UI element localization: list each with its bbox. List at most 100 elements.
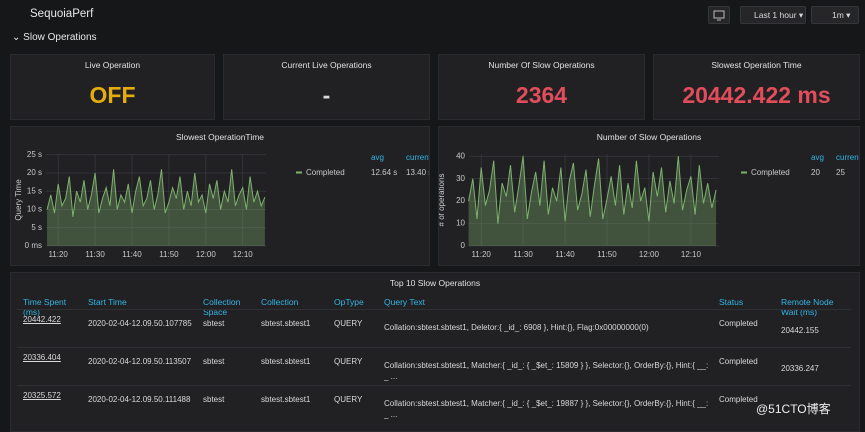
table-cell: Completed — [719, 395, 758, 404]
chart-title: Number of Slow Operations — [596, 132, 702, 142]
y-tick-label: 25 s — [27, 150, 42, 159]
x-tick-label: 11:50 — [159, 250, 179, 259]
stat-value: OFF — [89, 82, 136, 108]
legend-value: 12.64 s — [371, 168, 397, 177]
stat-panel: Current Live Operations - — [223, 54, 430, 120]
stat-title: Number Of Slow Operations — [488, 60, 595, 70]
time-spent-link[interactable]: 20442.422 — [23, 315, 61, 324]
column-header: Status — [719, 297, 744, 307]
chart-panel: Slowest OperationTime 0 ms 5 s 10 s 15 s 20 s… — [10, 126, 430, 266]
column-header: Start Time — [88, 297, 127, 307]
table-cell: QUERY — [334, 395, 363, 404]
time-spent-link[interactable]: 20325.572 — [23, 391, 61, 400]
y-tick-label: 40 — [456, 151, 465, 160]
stat-panel: Slowest Operation Time 20442.422 ms — [653, 54, 860, 120]
table-cell: sbtest.sbtest1 — [261, 319, 311, 328]
legend-label: Completed — [751, 168, 790, 177]
chart-panel: Number of Slow Operations 0 10 20 30 40 11:20 1… — [438, 126, 860, 266]
x-tick-label: 12:00 — [196, 250, 217, 259]
chart: 0 10 20 30 40 11:20 11:30 11:40 11:50 12:00 12:10 #… — [439, 151, 859, 259]
legend-header: avg — [371, 153, 384, 162]
dashboard-title[interactable]: SequoiaPerf — [30, 8, 94, 20]
stat-panel: Live Operation OFF — [10, 54, 215, 120]
x-tick-label: 12:10 — [233, 250, 254, 259]
legend-swatch — [296, 171, 302, 174]
x-tick-label: 11:50 — [597, 250, 617, 259]
area — [47, 169, 265, 246]
table-cell: sbtest — [203, 395, 225, 404]
y-tick-label: 0 — [461, 241, 466, 250]
legend-header: current — [406, 153, 429, 162]
x-tick-label: 11:20 — [48, 250, 68, 259]
y-tick-label: 20 — [456, 196, 465, 205]
watermark: @51CTO博客 — [756, 402, 831, 416]
table-title: Top 10 Slow Operations — [389, 278, 481, 288]
chart: 0 ms 5 s 10 s 15 s 20 s 25 s 11:20 11:30 11:40 11… — [14, 150, 429, 259]
legend-swatch — [741, 171, 747, 174]
legend-header: avg — [811, 153, 824, 162]
table-row — [17, 309, 851, 347]
stat-value: 2364 — [515, 82, 568, 108]
y-tick-label: 20 s — [27, 168, 42, 177]
column-header: Query Text — [384, 297, 425, 307]
column-header: OpType — [334, 297, 364, 307]
table-panel: Top 10 Slow Operations Time Spent (ms) St… — [10, 272, 860, 432]
table-cell: sbtest — [203, 319, 225, 328]
y-tick-label: 0 ms — [25, 241, 42, 250]
x-tick-label: 11:30 — [513, 250, 533, 259]
stat-title: Slowest Operation Time — [711, 60, 802, 70]
y-tick-label: 30 — [456, 174, 465, 183]
refresh-button[interactable]: 1m ▾ — [811, 6, 859, 24]
column-header: Collection — [261, 297, 299, 307]
table-row — [17, 385, 851, 423]
table-cell: 2020-02-04-12.09.50.107785 — [88, 319, 192, 328]
x-tick-label: 11:30 — [85, 250, 105, 259]
table-row — [17, 347, 851, 385]
stat-panel: Number Of Slow Operations 2364 — [438, 54, 645, 120]
column-header: Remote Node Wait (ms) — [781, 297, 834, 317]
legend-label: Completed — [306, 168, 345, 177]
legend-value: 20 — [811, 168, 820, 177]
stat-value: - — [322, 82, 331, 108]
column-header: Collection Space — [203, 297, 241, 317]
x-tick-label: 11:20 — [471, 250, 491, 259]
x-tick-label: 12:00 — [639, 250, 660, 259]
table-cell: Completed — [719, 357, 758, 366]
table-cell: QUERY — [334, 357, 363, 366]
y-tick-label: 15 s — [27, 186, 42, 195]
y-axis-label: Query Time — [14, 179, 23, 221]
y-tick-label: 5 s — [31, 223, 42, 232]
table-cell: 2020-02-04-12.09.50.113507 — [88, 357, 192, 366]
time-range: Last 1 hour — [754, 10, 797, 20]
x-tick-label: 11:40 — [122, 250, 142, 259]
x-tick-label: 12:10 — [681, 250, 702, 259]
table-cell: sbtest — [203, 357, 225, 366]
time-range-button[interactable]: Last 1 hour ▾ — [740, 6, 806, 24]
table-cell: 20442.155 — [781, 326, 819, 335]
stat-value: 20442.422 ms — [682, 82, 831, 108]
refresh-interval: 1m — [832, 10, 844, 20]
table-cell: sbtest.sbtest1 — [261, 395, 311, 404]
row-title: Slow Operations — [23, 32, 97, 43]
line — [468, 156, 717, 224]
stat-title: Live Operation — [84, 60, 141, 70]
legend-header: current — [836, 153, 859, 162]
table-cell: Completed — [719, 319, 758, 328]
table-cell: 20336.247 — [781, 364, 819, 373]
monitor-icon — [713, 10, 725, 21]
table-cell: Collation:sbtest.sbtest1, Deletor:{ _id_… — [384, 323, 649, 332]
table-cell: Collation:sbtest.sbtest1, Matcher:{ _id_… — [384, 399, 709, 419]
time-spent-link[interactable]: 20336.404 — [23, 353, 61, 362]
legend-value: 13.40 s — [406, 168, 429, 177]
table-cell: QUERY — [334, 319, 363, 328]
line — [46, 169, 266, 217]
legend-value: 25 — [836, 168, 845, 177]
row-header[interactable]: ⌄ Slow Operations — [12, 32, 97, 43]
x-tick-label: 11:40 — [555, 250, 575, 259]
y-tick-label: 10 s — [27, 205, 42, 214]
tv-mode-button[interactable] — [708, 6, 730, 24]
stat-title: Current Live Operations — [281, 60, 372, 70]
table-cell: 2020-02-04-12.09.50.111488 — [88, 395, 191, 404]
table-cell: Collation:sbtest.sbtest1, Matcher:{ _id_… — [384, 361, 709, 381]
